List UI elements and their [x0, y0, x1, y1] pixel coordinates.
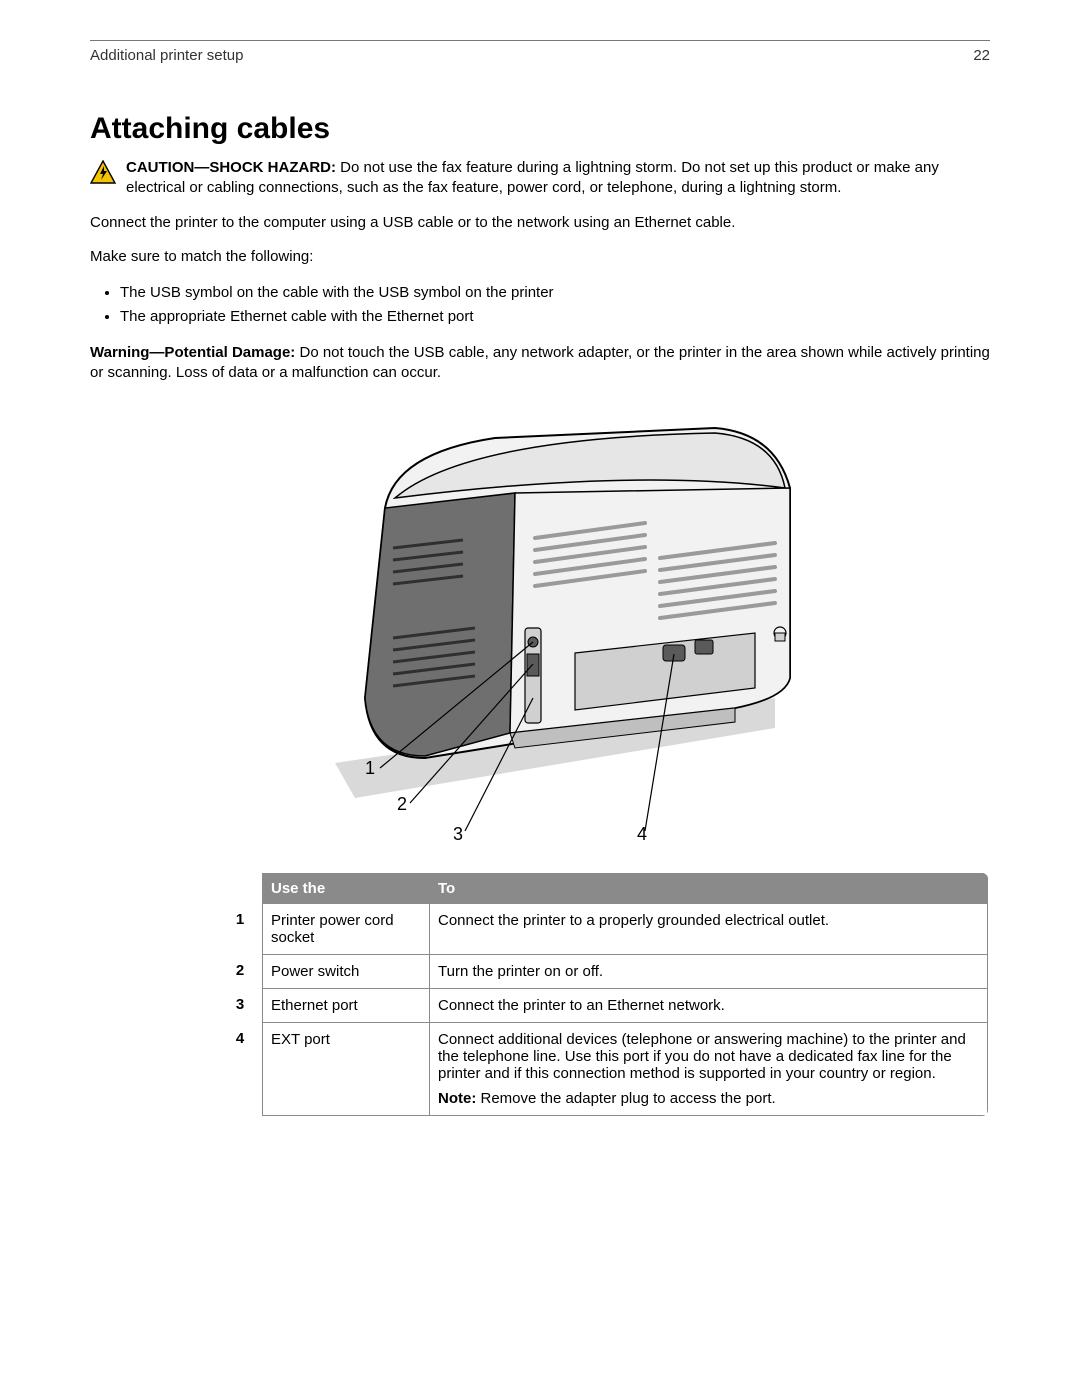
row-number: 4 — [218, 1022, 263, 1115]
callout-3: 3 — [453, 824, 463, 844]
row-use: EXT port — [263, 1022, 430, 1115]
shock-hazard-icon — [90, 160, 116, 190]
header-section: Additional printer setup — [90, 47, 243, 64]
row-number: 2 — [218, 954, 263, 988]
callout-2: 2 — [397, 794, 407, 814]
list-item: The appropriate Ethernet cable with the … — [120, 305, 990, 329]
list-item: The USB symbol on the cable with the USB… — [120, 281, 990, 305]
row-number: 3 — [218, 988, 263, 1022]
section-title: Attaching cables — [90, 112, 990, 146]
paragraph-connect: Connect the printer to the computer usin… — [90, 213, 990, 233]
printer-rear-figure: 1 2 3 4 — [90, 398, 990, 853]
caution-label: CAUTION—SHOCK HAZARD: — [126, 159, 336, 176]
row-use: Ethernet port — [263, 988, 430, 1022]
row-to: Turn the printer on or off. — [430, 954, 988, 988]
top-rule — [90, 40, 990, 41]
row-to-main: Connect additional devices (telephone or… — [438, 1031, 979, 1082]
table-header-row: Use the To — [218, 873, 988, 903]
row-to: Connect the printer to a properly ground… — [430, 903, 988, 954]
row-to-note: Note: Remove the adapter plug to access … — [438, 1090, 979, 1107]
note-text: Remove the adapter plug to access the po… — [476, 1090, 775, 1107]
row-number: 1 — [218, 903, 263, 954]
table-row: 3 Ethernet port Connect the printer to a… — [218, 988, 988, 1022]
callout-4: 4 — [637, 824, 647, 844]
note-label: Note: — [438, 1090, 476, 1107]
row-to: Connect additional devices (telephone or… — [430, 1022, 988, 1115]
caution-text: CAUTION—SHOCK HAZARD: Do not use the fax… — [126, 158, 990, 199]
table-header-to: To — [430, 873, 988, 903]
row-use: Power switch — [263, 954, 430, 988]
warning-paragraph: Warning—Potential Damage: Do not touch t… — [90, 343, 990, 384]
warning-label: Warning—Potential Damage: — [90, 344, 295, 361]
table-row: 4 EXT port Connect additional devices (t… — [218, 1022, 988, 1115]
callout-1: 1 — [365, 758, 375, 778]
row-use: Printer power cord socket — [263, 903, 430, 954]
table-header-use: Use the — [263, 873, 430, 903]
match-bullet-list: The USB symbol on the cable with the USB… — [90, 281, 990, 329]
table-row: 1 Printer power cord socket Connect the … — [218, 903, 988, 954]
paragraph-match-intro: Make sure to match the following: — [90, 247, 990, 267]
page-header: Additional printer setup 22 — [90, 47, 990, 64]
table-row: 2 Power switch Turn the printer on or of… — [218, 954, 988, 988]
port-table: Use the To 1 Printer power cord socket C… — [218, 873, 988, 1116]
header-page-number: 22 — [973, 47, 990, 64]
row-to: Connect the printer to an Ethernet netwo… — [430, 988, 988, 1022]
caution-block: CAUTION—SHOCK HAZARD: Do not use the fax… — [90, 158, 990, 199]
